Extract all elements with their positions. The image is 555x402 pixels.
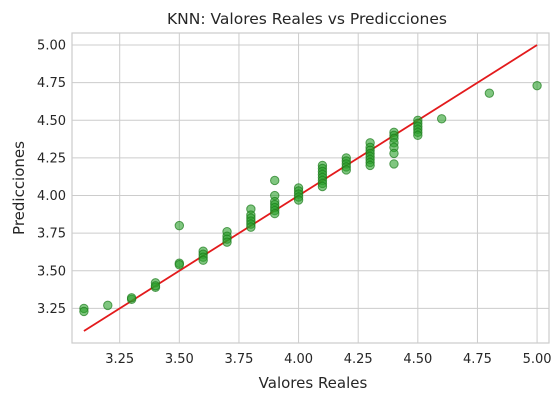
x-tick-label: 3.50: [165, 352, 194, 367]
y-tick-label: 4.00: [37, 189, 66, 204]
data-point: [436, 114, 447, 124]
data-point: [246, 222, 256, 232]
chart-title: KNN: Valores Reales vs Predicciones: [167, 10, 447, 28]
data-point: [222, 237, 232, 247]
data-point: [103, 300, 113, 311]
data-point: [174, 220, 185, 231]
data-point: [389, 148, 399, 159]
plot-frame: [71, 32, 550, 344]
data-point: [174, 260, 185, 270]
plot-border: [71, 32, 550, 344]
y-tick-label: 5.00: [37, 39, 66, 54]
data-point: [317, 181, 328, 192]
data-point: [365, 160, 375, 171]
data-point: [389, 159, 399, 169]
data-point: [150, 281, 161, 291]
data-point: [198, 255, 208, 265]
points-layer: [79, 80, 542, 317]
x-tick-label: 3.75: [224, 352, 253, 367]
x-tick-label: 4.00: [284, 352, 313, 367]
y-tick-label: 4.75: [37, 76, 66, 91]
data-point: [341, 165, 351, 175]
data-point: [484, 88, 495, 98]
x-tick-label: 3.25: [105, 352, 134, 367]
y-tick-label: 4.25: [37, 151, 66, 166]
x-axis-title: Valores Reales: [259, 374, 368, 392]
y-tick-label: 3.50: [37, 264, 66, 279]
data-point: [293, 195, 304, 205]
data-point: [79, 306, 89, 317]
x-tick-label: 4.75: [463, 352, 492, 367]
x-tick-label: 4.25: [344, 352, 373, 367]
y-tick-label: 3.25: [37, 302, 66, 317]
data-point: [413, 130, 423, 141]
y-tick-label: 3.75: [37, 227, 66, 242]
y-axis-ticks: 3.25 3.50 3.75 4.00 4.25 4.50 4.75 5.00: [37, 39, 66, 317]
data-point: [126, 293, 137, 303]
data-point: [532, 80, 542, 91]
y-axis-title: Predicciones: [10, 141, 28, 235]
x-tick-label: 5.00: [523, 352, 552, 367]
grid: [72, 33, 549, 343]
x-tick-label: 4.50: [403, 352, 432, 367]
data-point: [270, 208, 280, 219]
x-axis-ticks: 3.25 3.50 3.75 4.00 4.25 4.50 4.75 5.00: [105, 352, 551, 367]
y-tick-label: 4.50: [37, 114, 66, 129]
data-point: [270, 175, 280, 186]
